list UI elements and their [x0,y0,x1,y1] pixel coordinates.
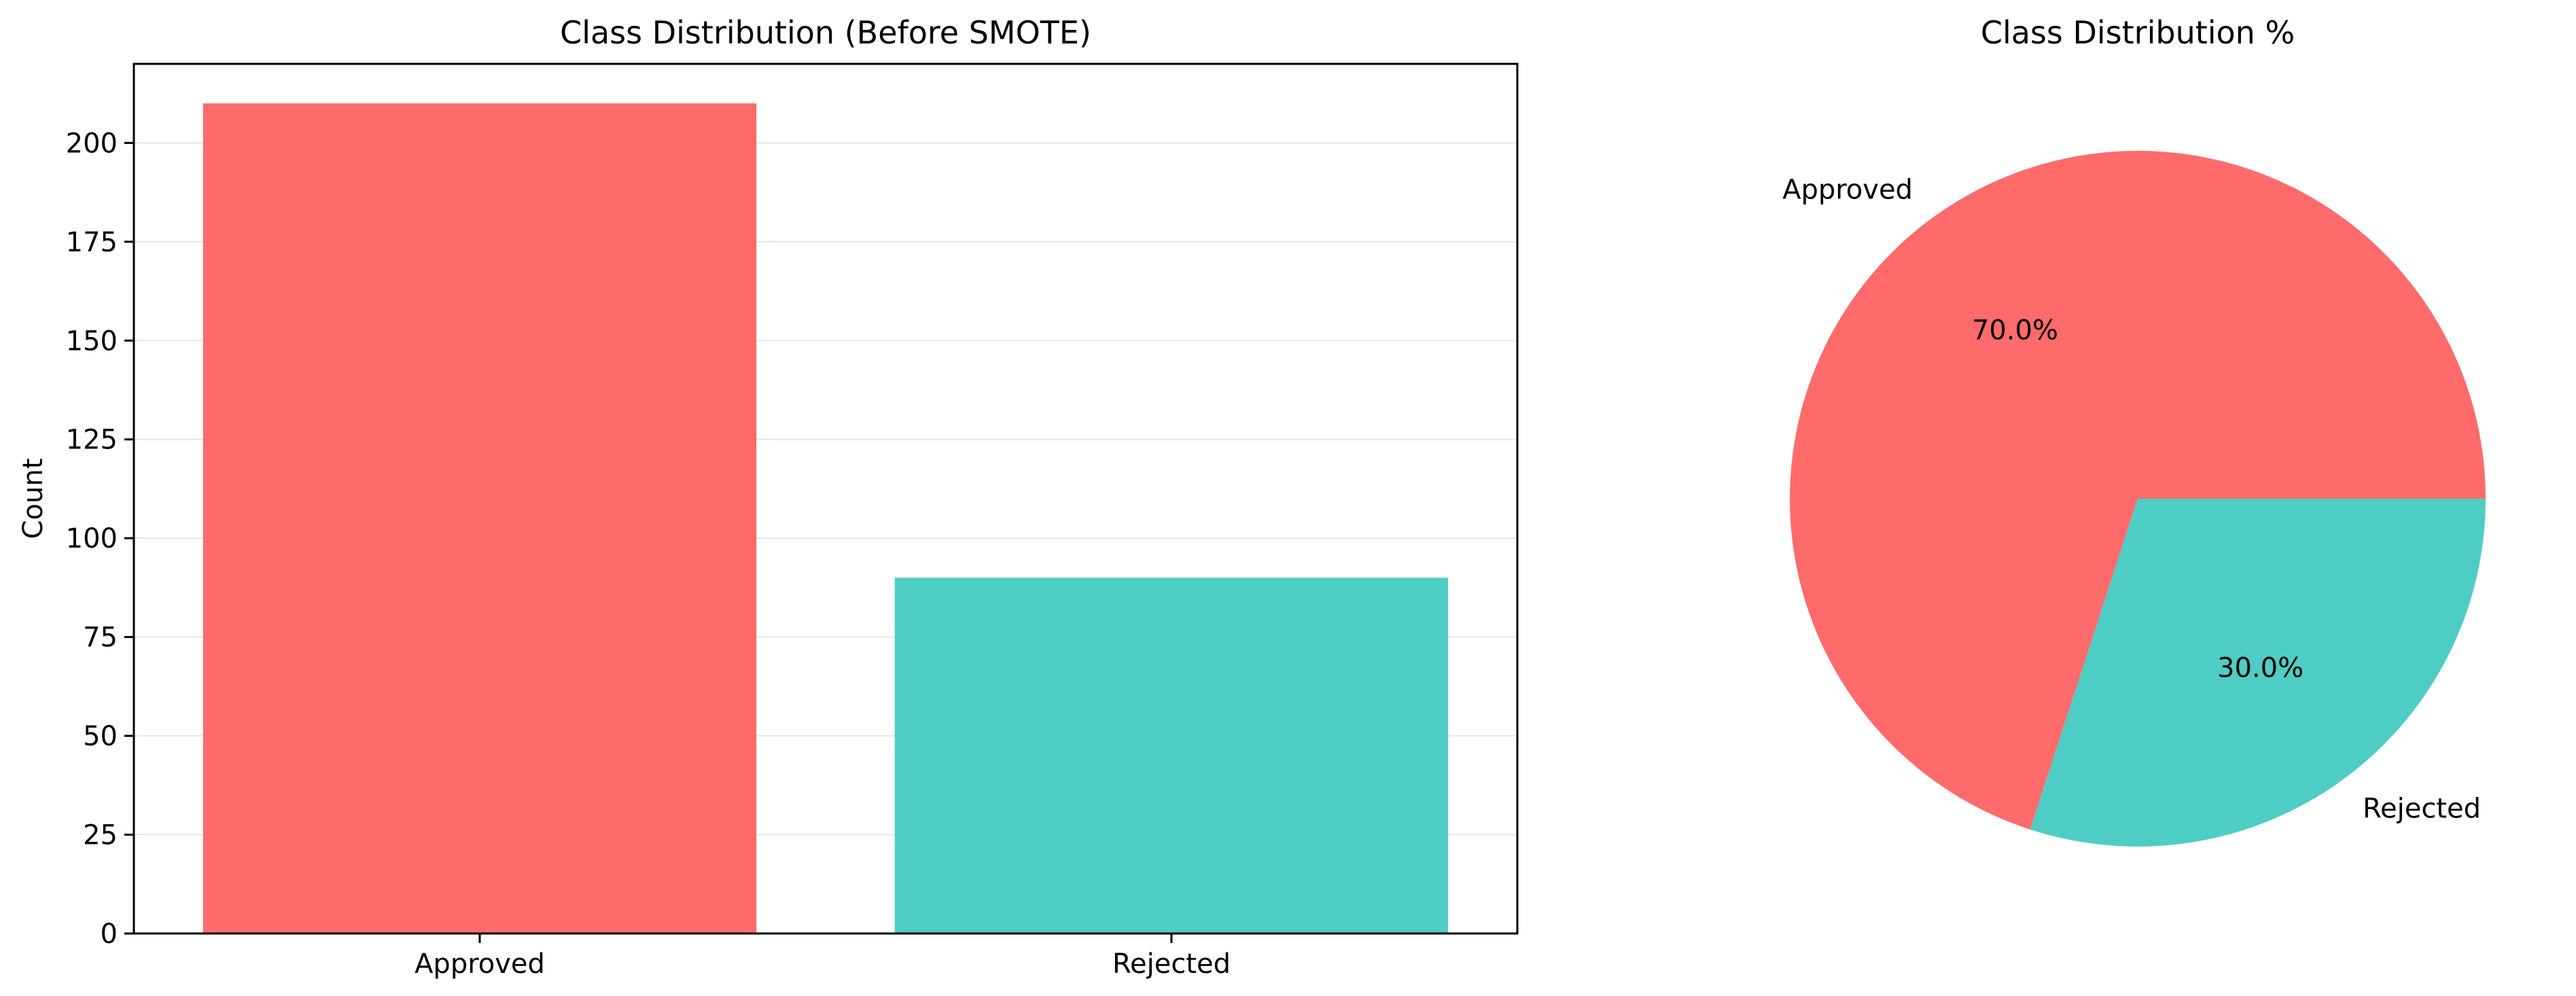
pie-chart-title: Class Distribution % [1981,14,2295,51]
y-tick-label-150: 150 [66,325,118,357]
y-tick-label-0: 0 [101,919,118,950]
bar-y-axis-ticks: 0 25 50 75 100 125 150 175 200 [66,128,134,950]
pie-label-approved: Approved [1782,174,1913,205]
pie-slice-approved [1790,150,2486,830]
bar-series [202,103,1449,933]
bar-axes-frame [133,63,1519,935]
y-tick-label-75: 75 [83,622,118,654]
y-tick-label-175: 175 [66,227,118,258]
bar-x-axis-ticks: Approved Rejected [414,933,1231,980]
bar-approved [202,103,757,933]
pie-pct-rejected: 30.0% [2217,653,2304,684]
y-tick-label-125: 125 [66,425,118,456]
y-tick-label-50: 50 [83,721,118,752]
y-tick-label-25: 25 [83,820,118,851]
bar-chart: Class Distribution (Before SMOTE) 0 25 50 7… [18,14,1519,980]
y-tick-label-100: 100 [66,523,118,554]
bar-rejected [894,577,1449,933]
x-tick-label-rejected: Rejected [1112,948,1231,980]
pie-labels: Approved 70.0% Rejected 30.0% [1782,174,2481,824]
pie-slice-rejected [2030,499,2486,847]
x-tick-label-approved: Approved [414,948,545,980]
pie-label-rejected: Rejected [2363,794,2481,825]
bar-y-axis-label: Count [18,459,49,539]
pie-slices [1790,150,2486,847]
bar-chart-title: Class Distribution (Before SMOTE) [560,14,1091,51]
y-tick-label-200: 200 [66,128,118,159]
pie-chart: Class Distribution % Approved 70.0% Reject… [1782,14,2486,847]
pie-pct-approved: 70.0% [1972,315,2058,346]
